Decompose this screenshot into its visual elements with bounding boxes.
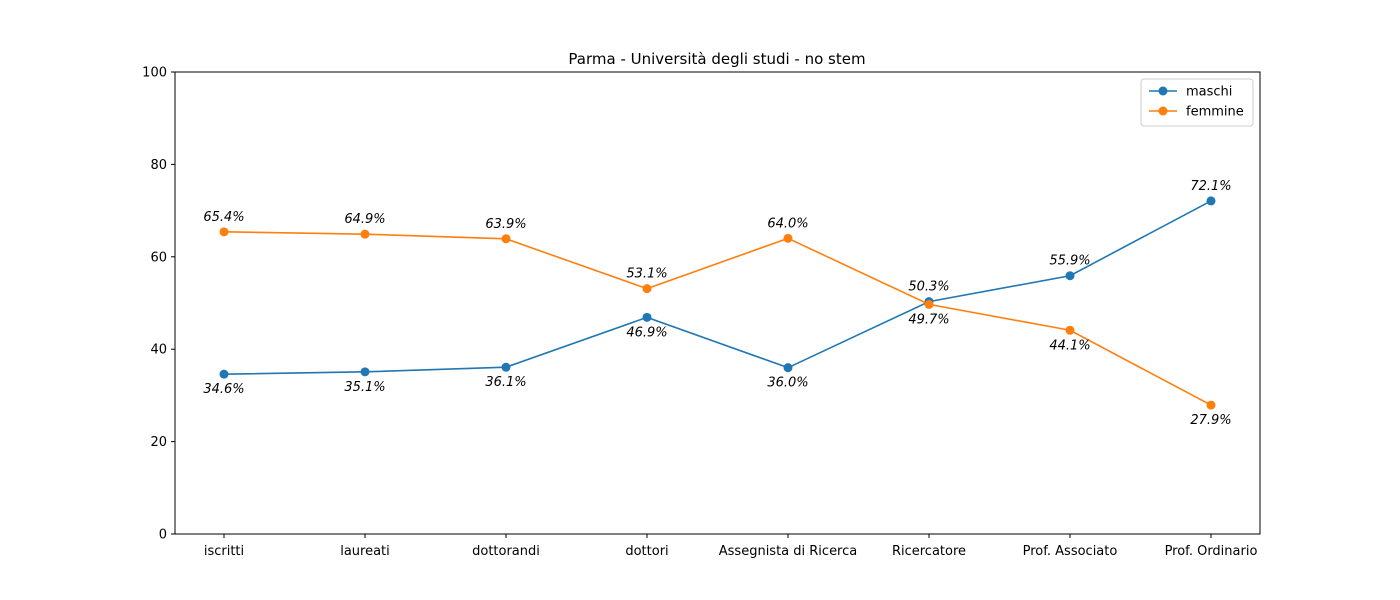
legend-label-femmine: femmine [1186, 105, 1244, 120]
data-point-femmine [219, 227, 229, 237]
data-point-maschi [219, 369, 229, 379]
data-label-femmine: 27.9% [1190, 413, 1231, 428]
y-tick-label: 0 [159, 528, 167, 543]
data-point-maschi [642, 312, 652, 322]
data-point-femmine [642, 284, 652, 294]
data-label-femmine: 44.1% [1049, 338, 1090, 353]
x-tick-label: dottorandi [472, 544, 540, 559]
x-tick-label: Prof. Ordinario [1165, 544, 1258, 559]
x-tick-label: Assegnista di Ricerca [719, 544, 857, 559]
series-line-maschi [223, 200, 1212, 375]
data-point-maschi [1206, 196, 1216, 206]
y-tick-label: 100 [142, 66, 167, 81]
legend-marker-femmine [1158, 106, 1168, 116]
data-point-maschi [501, 362, 511, 372]
legend-label-maschi: maschi [1186, 85, 1232, 100]
y-tick-label: 60 [150, 250, 167, 265]
data-point-femmine [360, 229, 370, 239]
x-axis: iscritti laureati dottorandi dottori Assegni… [204, 534, 1258, 559]
legend: maschi femmine [1140, 78, 1254, 127]
series-layer [219, 196, 1216, 410]
data-point-femmine [783, 233, 793, 243]
data-label-maschi: 36.1% [485, 375, 526, 390]
data-point-femmine [924, 299, 934, 309]
data-label-maschi: 35.1% [344, 380, 385, 395]
data-label-maschi: 72.1% [1190, 179, 1231, 194]
data-label-femmine: 65.4% [203, 210, 244, 225]
data-labels: 34.6% 35.1% 36.1% 46.9% 36.0% 50.3% 55.9% 72.1%… [203, 179, 1231, 428]
y-tick-label: 20 [150, 435, 167, 450]
data-label-maschi: 50.3% [908, 280, 949, 295]
data-point-femmine [1206, 400, 1216, 410]
chart-title: Parma - Università degli studi - no stem [568, 50, 865, 68]
x-tick-label: dottori [625, 544, 668, 559]
data-point-maschi [783, 363, 793, 373]
plot-area [174, 71, 1261, 535]
data-label-femmine: 63.9% [485, 217, 526, 232]
data-label-femmine: 49.7% [908, 312, 949, 327]
y-tick-label: 80 [150, 158, 167, 173]
x-tick-label: iscritti [204, 544, 244, 559]
legend-marker-maschi [1158, 86, 1168, 96]
data-point-maschi [1065, 271, 1075, 281]
x-tick-label: laureati [340, 544, 390, 559]
data-label-maschi: 46.9% [626, 325, 667, 340]
data-label-maschi: 36.0% [767, 376, 808, 391]
data-label-femmine: 53.1% [626, 267, 667, 282]
x-tick-label: Ricercatore [892, 544, 966, 559]
data-point-femmine [501, 234, 511, 244]
data-label-femmine: 64.0% [767, 216, 808, 231]
data-label-maschi: 34.6% [203, 382, 244, 397]
data-label-maschi: 55.9% [1049, 254, 1090, 269]
series-line-femmine [223, 231, 1212, 406]
x-tick-label: Prof. Associato [1023, 544, 1118, 559]
data-point-maschi [360, 367, 370, 377]
y-tick-label: 40 [150, 343, 167, 358]
y-axis: 0 20 40 60 80 100 [142, 66, 175, 543]
data-point-femmine [1065, 325, 1075, 335]
data-label-femmine: 64.9% [344, 212, 385, 227]
